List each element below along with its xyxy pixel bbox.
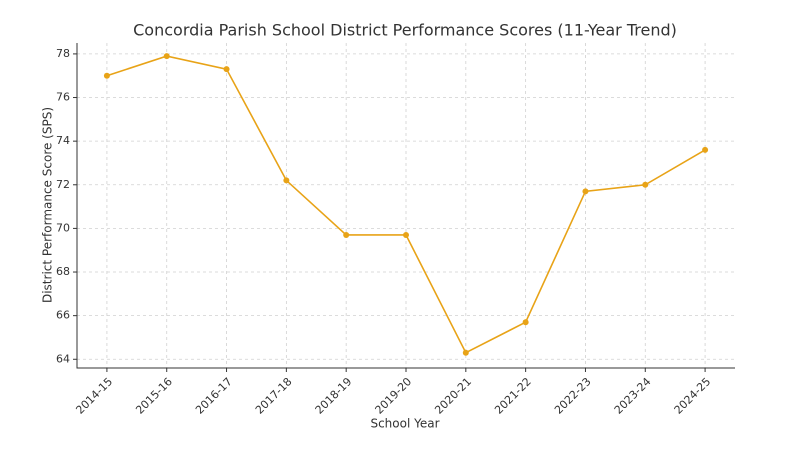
y-tick-label: 76 (56, 91, 70, 104)
point (103, 72, 110, 79)
y-tick-label: 64 (56, 352, 70, 365)
point (283, 177, 290, 184)
y-axis-label: District Performance Score (SPS) (41, 107, 55, 303)
x-axis-label: School Year (370, 417, 439, 431)
x-tick-label: 2014-15 (73, 375, 115, 417)
y-tick-label: 68 (56, 265, 70, 278)
x-tick-label: 2017-18 (253, 375, 295, 417)
y-tick-label: 66 (56, 309, 70, 322)
x-tick-label: 2021-22 (492, 375, 534, 417)
point (642, 181, 649, 188)
x-tick-label: 2024-25 (672, 375, 714, 417)
x-tick-label: 2020-21 (432, 375, 474, 417)
x-tick-label: 2022-23 (552, 375, 594, 417)
x-tick-label: 2023-24 (612, 375, 654, 417)
point (403, 231, 409, 238)
x-tick-label: 2015-16 (133, 375, 175, 417)
y-tick-label: 78 (56, 47, 70, 60)
y-tick-label: 72 (56, 178, 70, 191)
y-tick-label: 74 (56, 134, 70, 147)
point (462, 349, 469, 356)
x-tick-label: 2016-17 (193, 375, 235, 417)
point (582, 188, 589, 195)
x-tick-label: 2018-19 (313, 375, 355, 417)
axes (76, 43, 735, 369)
point (343, 231, 350, 238)
y-tick-label: 70 (56, 221, 70, 234)
point (223, 66, 230, 73)
chart-title: Concordia Parish School District Perform… (133, 21, 677, 40)
point (163, 53, 170, 60)
point (702, 146, 709, 153)
point (522, 319, 529, 326)
x-tick-label: 2019-20 (373, 375, 415, 417)
